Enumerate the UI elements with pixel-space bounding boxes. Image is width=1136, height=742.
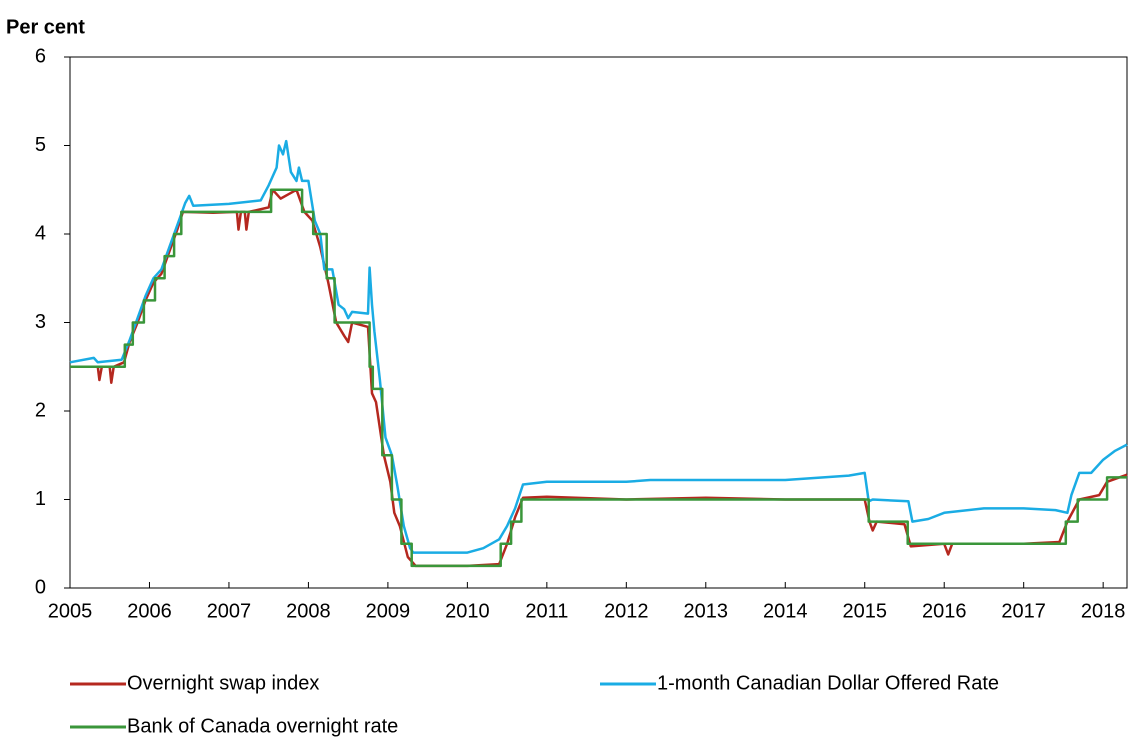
x-tick-label: 2007 bbox=[207, 600, 252, 622]
x-tick-label: 2008 bbox=[286, 600, 331, 622]
series-line bbox=[70, 188, 1127, 568]
series-line bbox=[69, 139, 1128, 554]
x-tick-label: 2006 bbox=[127, 600, 172, 622]
y-tick-label: 4 bbox=[35, 222, 46, 244]
plot-frame bbox=[69, 56, 1128, 589]
x-tick-label: 2013 bbox=[684, 600, 729, 622]
x-tick-label: 2018 bbox=[1081, 600, 1126, 622]
x-tick-label: 2015 bbox=[842, 600, 887, 622]
x-tick-label: 2014 bbox=[763, 600, 808, 622]
x-tick-label: 2010 bbox=[445, 600, 490, 622]
x-tick-label: 2017 bbox=[1001, 600, 1046, 622]
x-tick-label: 2016 bbox=[922, 600, 967, 622]
y-axis-label: Per cent bbox=[6, 16, 85, 38]
legend-label: 1-month Canadian Dollar Offered Rate bbox=[657, 672, 999, 694]
legend-label: Bank of Canada overnight rate bbox=[127, 715, 398, 737]
y-tick-label: 3 bbox=[35, 311, 46, 333]
x-tick-label: 2005 bbox=[48, 600, 93, 622]
y-tick-label: 5 bbox=[35, 134, 46, 156]
x-tick-label: 2011 bbox=[525, 600, 568, 622]
y-tick-label: 6 bbox=[35, 45, 46, 67]
legend-label: Overnight swap index bbox=[127, 672, 319, 694]
x-tick-label: 2009 bbox=[366, 600, 411, 622]
y-tick-label: 2 bbox=[35, 399, 46, 421]
y-tick-label: 1 bbox=[35, 488, 46, 510]
x-tick-label: 2012 bbox=[604, 600, 649, 622]
y-tick-label: 0 bbox=[35, 576, 46, 598]
